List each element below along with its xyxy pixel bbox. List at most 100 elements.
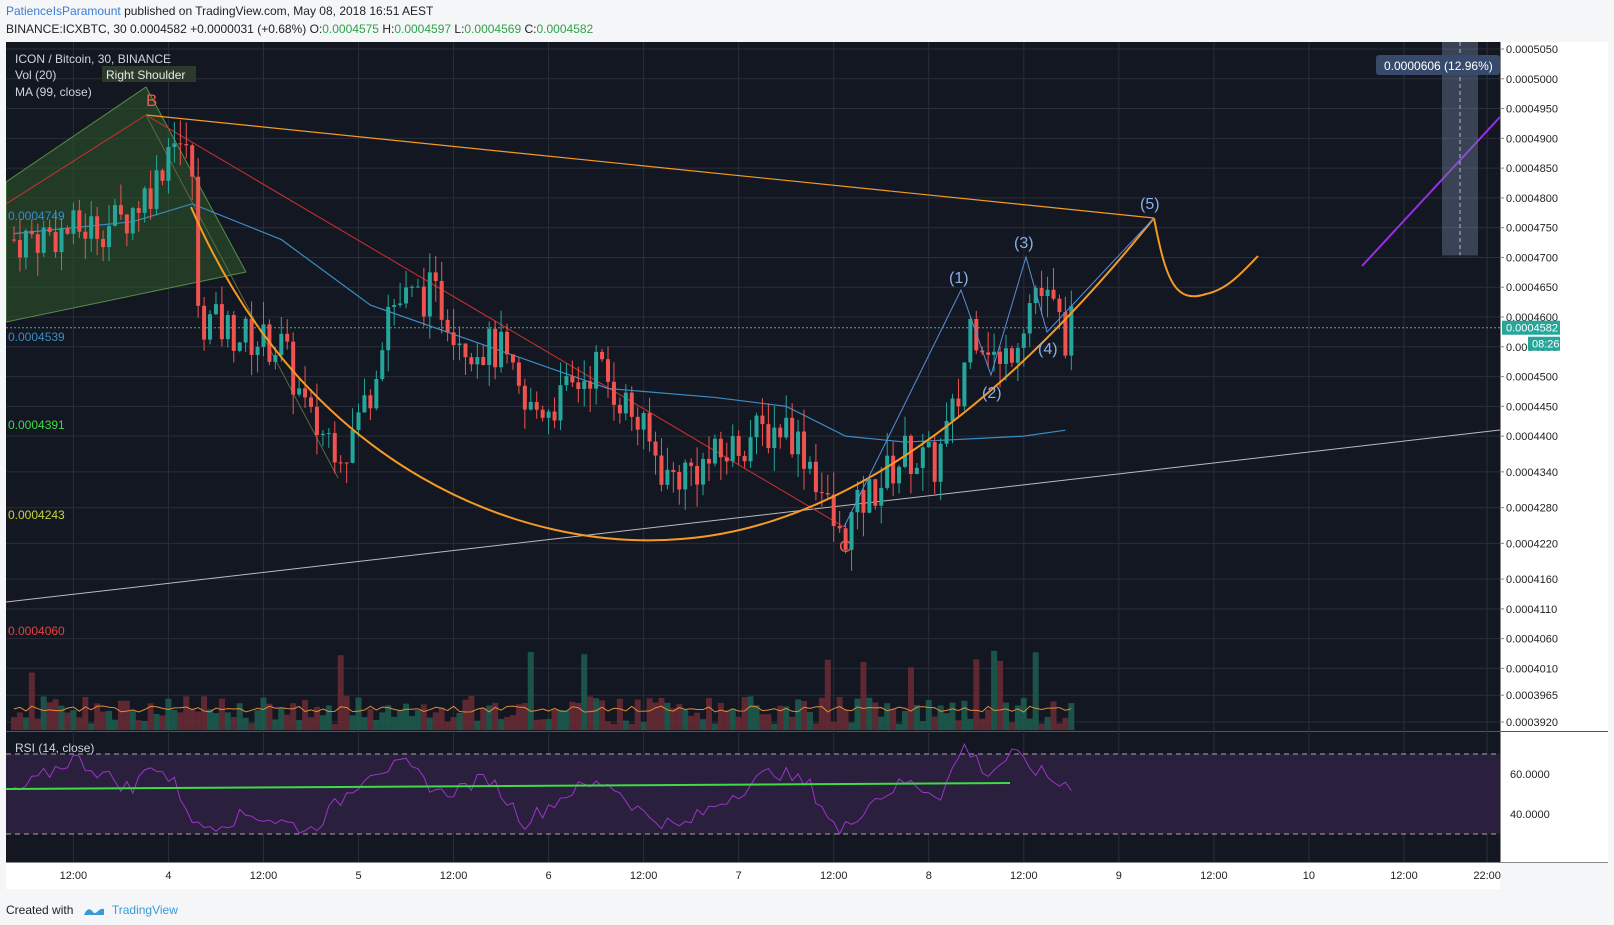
candle-body: [255, 346, 260, 355]
candle-body: [754, 415, 759, 438]
candle-body: [843, 528, 848, 550]
volume-bar: [319, 715, 326, 730]
y-tick-label: 0.0004950: [1506, 104, 1558, 116]
candle-body: [914, 467, 919, 474]
volume-bar: [551, 709, 558, 730]
volume-bar: [141, 720, 148, 730]
volume-bar: [1008, 722, 1015, 730]
candle-body: [802, 431, 807, 469]
candle-body: [1051, 289, 1056, 299]
fib-level-3: 0.0004243: [8, 508, 65, 522]
wave-label-4: (4): [1038, 341, 1058, 358]
volume-bar: [278, 707, 285, 730]
fib-level-4: 0.0004060: [8, 624, 65, 638]
candle-body: [861, 489, 866, 513]
candle-body: [837, 526, 842, 529]
volume-bar: [70, 710, 77, 730]
volume-bar: [165, 698, 172, 730]
volume-bar: [717, 702, 724, 730]
volume-bar: [860, 662, 867, 730]
volume-bar: [1056, 723, 1063, 730]
volume-bar: [474, 720, 481, 730]
y-tick-label: 0.0004060: [1506, 634, 1558, 646]
footer: Created with TradingView: [6, 903, 178, 917]
candle-body: [107, 225, 112, 248]
candle-body: [77, 210, 82, 232]
volume-bar: [801, 700, 808, 730]
volume-bar: [646, 698, 653, 730]
volume-bar: [230, 716, 237, 730]
candle-body: [968, 318, 973, 363]
candle-body: [1063, 312, 1068, 356]
candle-body: [998, 351, 1003, 364]
volume-bar: [759, 714, 766, 730]
volume-bar: [367, 709, 374, 730]
candle-body: [659, 455, 664, 485]
low-label: L:: [454, 22, 465, 36]
tradingview-logo-icon: [83, 908, 104, 915]
volume-bar: [1032, 652, 1039, 730]
y-tick-label: 0.0004010: [1506, 663, 1558, 675]
candle-body: [701, 458, 706, 485]
candle-body: [825, 493, 830, 495]
candle-body: [386, 306, 391, 351]
volume-bar: [373, 719, 380, 730]
volume-bar: [76, 717, 83, 730]
candle-body: [855, 489, 860, 513]
ma-99-line: [13, 203, 1066, 443]
candle-body: [463, 343, 468, 358]
volume-bar: [58, 705, 65, 730]
volume-bar: [872, 702, 879, 730]
volume-bar: [218, 698, 225, 730]
volume-bar: [812, 723, 819, 730]
volume-bar: [729, 708, 736, 730]
y-tick-label: 0.0004340: [1506, 467, 1558, 479]
candle-body: [433, 272, 438, 282]
volume-bar: [777, 705, 784, 730]
candle-body: [297, 388, 302, 395]
candle-body: [766, 424, 771, 448]
candle-body: [552, 411, 557, 421]
volume-bar: [492, 702, 499, 730]
volume-bar: [11, 717, 17, 730]
volume-bar: [943, 713, 950, 730]
volume-bar: [272, 719, 279, 730]
candle-body: [505, 331, 510, 355]
candle-body: [760, 415, 765, 425]
rsi-axis-ticks: 60.0000 40.0000: [1510, 769, 1550, 821]
candle-body: [1009, 348, 1014, 363]
volume-bar: [705, 697, 712, 730]
candlesticks: [12, 120, 1074, 571]
volume-bar: [937, 705, 944, 730]
label-c: C: [839, 537, 851, 556]
volume-bar: [403, 703, 410, 730]
author-link[interactable]: PatienceIsParamount: [6, 4, 121, 18]
price-axis-ticks: 0.0005050 0.0005000 0.0004950 0.0004900 0.00…: [1500, 44, 1558, 729]
candle-body: [540, 409, 545, 418]
volume-bar: [88, 723, 95, 730]
candle-body: [564, 376, 569, 386]
candle-body: [41, 227, 46, 253]
candle-body: [404, 287, 409, 304]
candle-body: [1045, 289, 1050, 297]
candle-body: [350, 430, 355, 463]
volume-bar: [106, 710, 113, 730]
volume-bar: [284, 714, 291, 730]
volume-bar: [545, 719, 552, 730]
candle-body: [65, 227, 70, 234]
volume-bar: [913, 704, 920, 730]
candle-body: [629, 392, 634, 417]
tradingview-link[interactable]: TradingView: [111, 903, 178, 917]
volume-bar: [878, 716, 885, 730]
legend-volume: Vol (20): [15, 68, 56, 82]
candle-body: [623, 392, 628, 414]
candle-body: [938, 443, 943, 482]
volume-bar: [432, 712, 439, 730]
legend-rsi: RSI (14, close): [15, 741, 94, 755]
volume-bar: [902, 710, 908, 730]
chart-canvas[interactable]: 0.0000606 (12.96%) B C (1) (2) (3) (4) (…: [6, 42, 1608, 889]
volume-bar: [587, 696, 594, 730]
candle-body: [706, 458, 711, 464]
volume-bar: [64, 712, 71, 730]
x-tick-label: 7: [736, 870, 742, 882]
